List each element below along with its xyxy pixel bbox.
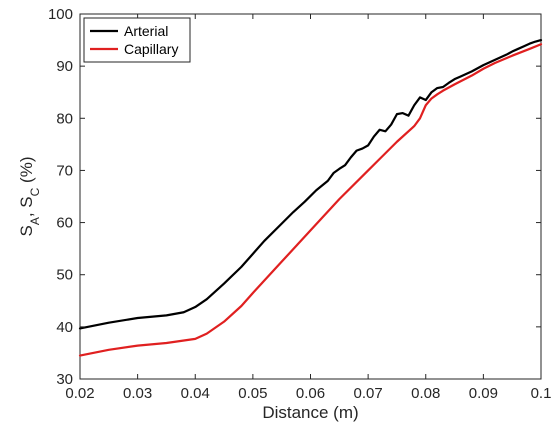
legend-label-capillary: Capillary [124,41,178,57]
legend: Arterial Capillary [83,17,191,63]
x-tick-label: 0.06 [296,385,325,402]
y-tick-label: 60 [56,215,73,232]
series-layer [78,38,543,357]
y-tick-label: 80 [56,110,73,127]
x-tick-label: 0.07 [354,385,383,402]
y-tick-label: 100 [48,6,73,23]
x-tick-label: 0.08 [411,385,440,402]
x-axis-title: Distance (m) [262,403,358,422]
y-tick-label: 90 [56,58,73,75]
series-line-arterial [78,38,543,330]
x-tick-label: 0.04 [181,385,210,402]
legend-label-arterial: Arterial [124,23,168,39]
y-axis-title: SA, SC (%) [17,157,42,237]
series-line-capillary [78,43,543,357]
x-tick-label: 0.09 [469,385,498,402]
labels-layer: 0.02 0.03 0.04 0.05 0.06 0.07 0.08 0.09 0.1 30 40 5… [48,6,551,402]
x-tick-label: 0.02 [65,385,94,402]
ticks-layer [79,13,542,380]
x-tick-label: 0.03 [123,385,152,402]
y-tick-label: 30 [56,371,73,388]
x-tick-label: 0.05 [238,385,267,402]
y-tick-label: 70 [56,162,73,179]
y-tick-label: 50 [56,267,73,284]
legend-box [83,17,191,63]
x-tick-label: 0.1 [531,385,552,402]
y-tick-label: 40 [56,319,73,336]
